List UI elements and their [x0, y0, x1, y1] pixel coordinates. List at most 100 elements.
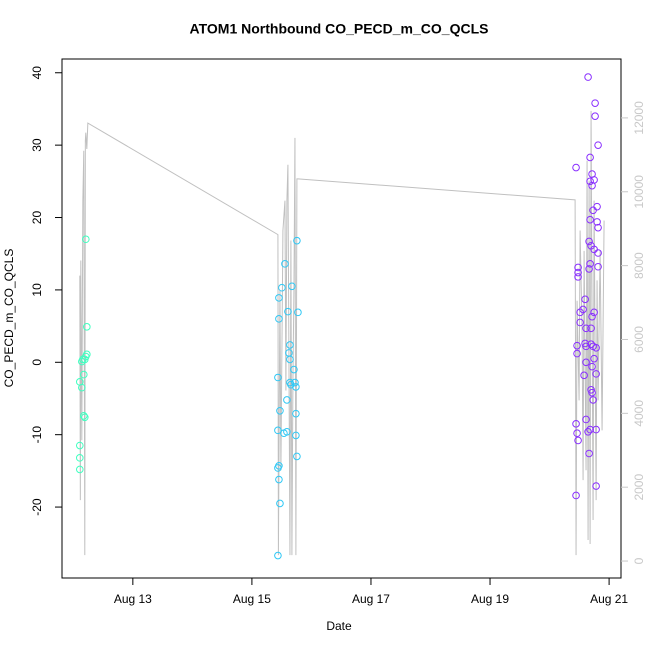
data-point [281, 260, 289, 268]
x-tick-label: Aug 21 [590, 592, 628, 606]
y-tick-label: 10 [30, 283, 44, 297]
x-axis-label: Date [326, 619, 352, 633]
data-point [290, 365, 298, 374]
data-point [588, 312, 596, 321]
data-point [585, 449, 593, 458]
y-tick-label: -10 [30, 426, 44, 444]
data-point [581, 295, 589, 304]
data-point [286, 355, 294, 364]
data-point [573, 429, 581, 438]
data-point [580, 371, 588, 380]
data-point [275, 462, 283, 470]
data-point [294, 308, 302, 317]
data-point [572, 420, 580, 428]
y2-tick-label: 0 [632, 557, 646, 564]
data-point [579, 305, 587, 314]
data-point [293, 452, 301, 461]
x-tick-label: Aug 15 [233, 592, 271, 606]
data-point [286, 341, 294, 349]
plot-frame [61, 58, 622, 579]
y-tick-label: -20 [30, 498, 44, 516]
data-point [276, 406, 284, 415]
data-point [591, 99, 599, 107]
data-point [275, 315, 283, 323]
data-point [274, 551, 282, 560]
data-point [288, 282, 296, 291]
data-point [572, 163, 580, 172]
data-point [283, 427, 291, 436]
data-point [586, 215, 594, 224]
data-point [276, 499, 284, 508]
data-point [592, 344, 600, 352]
data-point [574, 263, 582, 272]
data-point [592, 482, 600, 490]
data-point [275, 294, 283, 302]
data-point [576, 318, 584, 327]
data-point [278, 283, 286, 292]
y-tick-label: 0 [30, 359, 44, 366]
data-point [81, 413, 89, 422]
data-point [591, 112, 599, 120]
x-tick-label: Aug 13 [114, 592, 152, 606]
data-point [274, 426, 282, 435]
data-point [79, 370, 88, 379]
y2-tick-label: 2000 [632, 474, 646, 501]
y-tick-label: 20 [30, 211, 44, 225]
data-point [284, 307, 292, 316]
data-point [593, 218, 601, 226]
data-point [582, 415, 590, 424]
data-point [587, 324, 595, 333]
y-axis-label: CO_PECD_m_CO_QCLS [2, 249, 16, 388]
data-point [594, 262, 602, 271]
data-point [83, 323, 91, 331]
y2-tick-label: 10000 [632, 175, 646, 209]
data-point [75, 454, 84, 462]
data-point [586, 425, 594, 434]
data-point [587, 340, 595, 348]
data-point [283, 396, 291, 404]
data-point [573, 341, 581, 350]
data-point [274, 373, 282, 382]
data-point [275, 475, 283, 484]
data-point [582, 358, 590, 367]
data-point [592, 425, 600, 434]
data-point [594, 249, 602, 257]
data-point [292, 409, 300, 418]
data-point [582, 324, 590, 333]
data-point [292, 431, 300, 440]
data-point [585, 265, 593, 273]
y-tick-label: 30 [30, 138, 44, 152]
data-point [83, 350, 91, 359]
data-point [590, 354, 598, 363]
data-point [574, 273, 582, 281]
y2-tick-label: 12000 [632, 101, 646, 135]
data-point [572, 491, 580, 500]
y2-tick-label: 6000 [632, 326, 646, 353]
y2-tick-label: 8000 [632, 252, 646, 279]
chart-title: ATOM1 Northbound CO_PECD_m_CO_QCLS [190, 21, 489, 37]
data-point [588, 362, 596, 371]
data-point [590, 176, 598, 184]
y2-tick-label: 4000 [632, 400, 646, 427]
data-point [592, 370, 600, 378]
data-point [79, 412, 88, 420]
data-line [79, 110, 605, 556]
data-point [291, 378, 299, 387]
data-point [590, 308, 598, 317]
data-point [287, 380, 295, 389]
x-tick-label: Aug 17 [352, 592, 390, 606]
data-point [75, 441, 84, 450]
x-tick-label: Aug 19 [471, 592, 509, 606]
data-point [586, 177, 594, 186]
data-point [594, 223, 602, 232]
data-point [594, 141, 602, 149]
y-tick-label: 40 [30, 66, 44, 80]
data-point [75, 465, 84, 474]
data-point [584, 427, 592, 436]
data-point [293, 236, 301, 245]
data-point [574, 268, 582, 277]
data-point [292, 383, 300, 391]
data-point [573, 349, 581, 358]
data-point [589, 396, 597, 404]
